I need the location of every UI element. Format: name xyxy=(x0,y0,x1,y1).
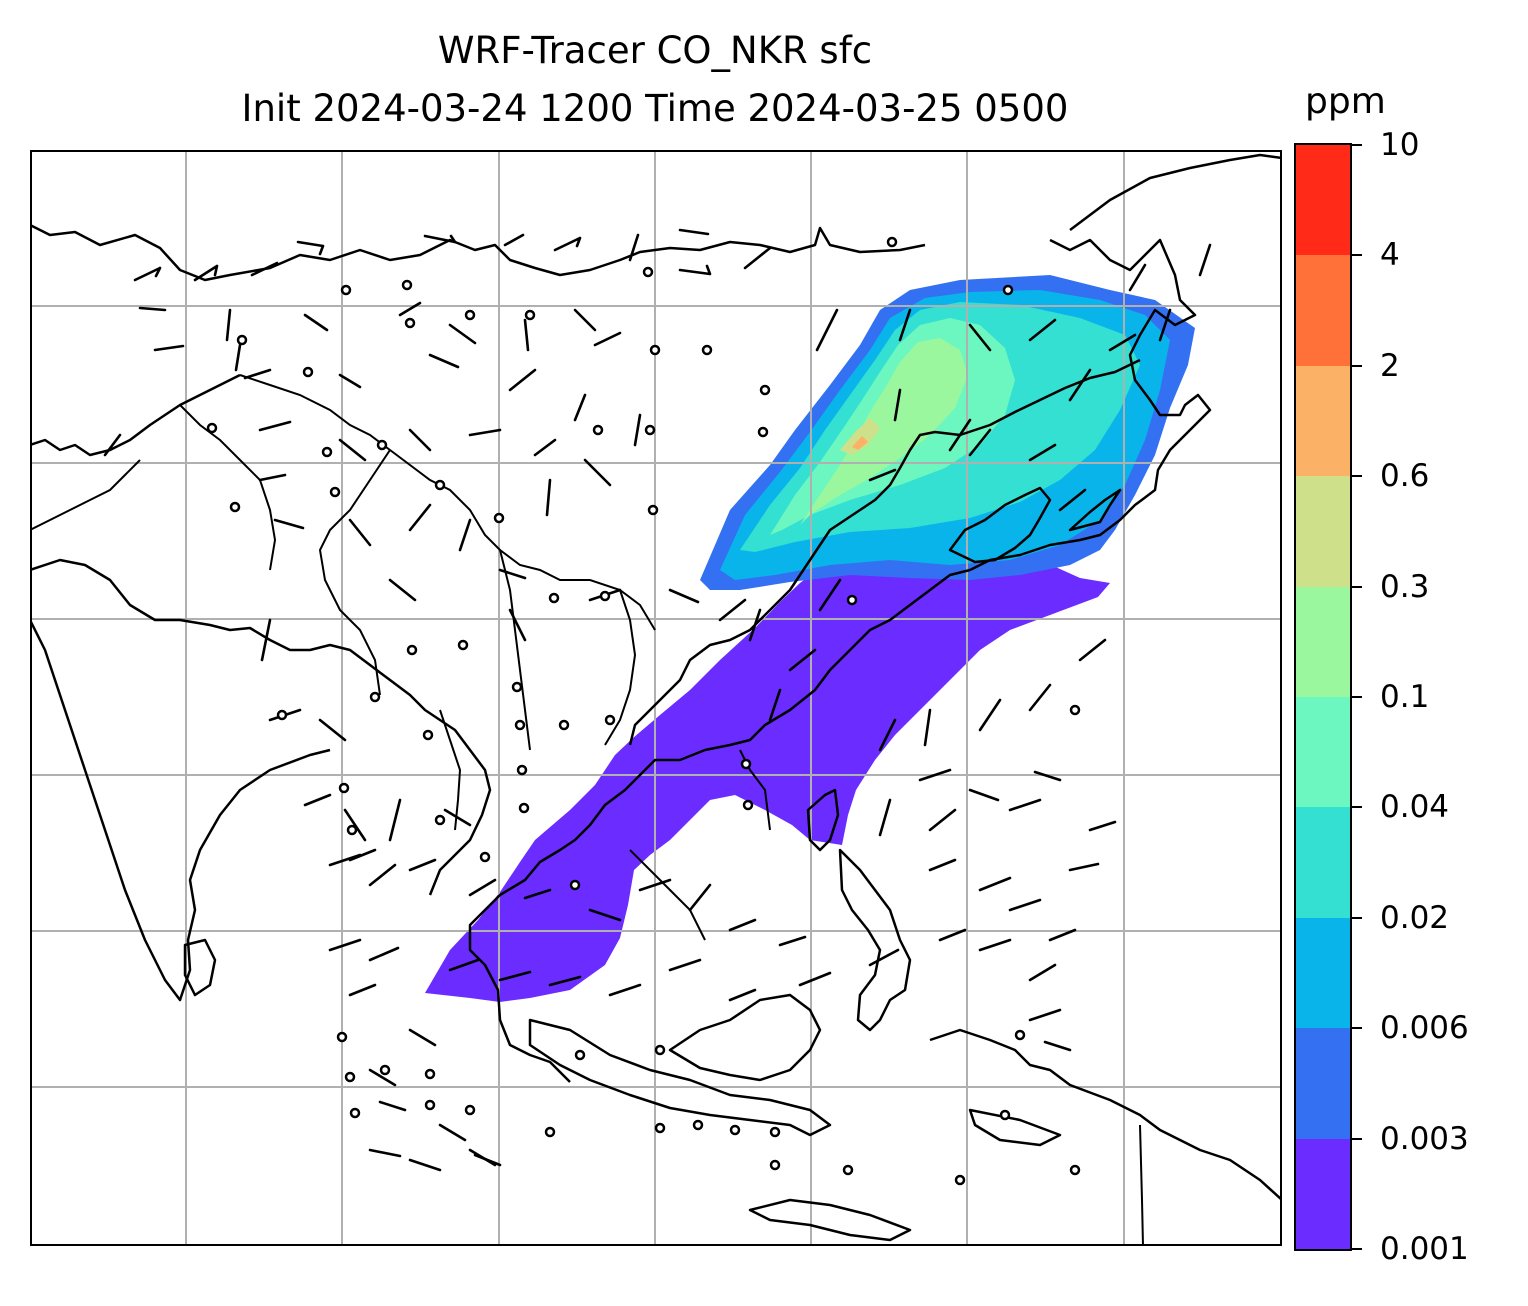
colorbar-band-8 xyxy=(1296,255,1350,366)
wind-barbs xyxy=(103,228,1212,1172)
colorbar-tick-label: 0.003 xyxy=(1380,1120,1469,1157)
colorbar-tick-label: 0.6 xyxy=(1380,458,1430,495)
colorbar-tick xyxy=(1352,254,1362,257)
map-panel xyxy=(28,150,1283,1250)
country-borders xyxy=(29,374,1144,1247)
calm-markers xyxy=(206,236,1081,1186)
colorbar-band-0 xyxy=(1296,1138,1350,1249)
colorbar-tick xyxy=(1352,585,1362,588)
colorbar-band-1 xyxy=(1296,1028,1350,1139)
colorbar-tick-label: 2 xyxy=(1380,347,1400,384)
colorbar-tick-label: 0.02 xyxy=(1380,899,1450,936)
map-title: WRF-Tracer CO_NKR sfc xyxy=(437,29,873,72)
colorbar-tick xyxy=(1352,475,1362,478)
gridlines xyxy=(30,150,1282,1246)
colorbar-tick-label: 0.04 xyxy=(1380,789,1450,826)
colorbar-tick xyxy=(1352,806,1362,809)
colorbar-band-9 xyxy=(1296,144,1350,256)
colorbar-tick-label: 10 xyxy=(1380,127,1420,163)
coastlines xyxy=(28,153,1283,1242)
colorbar xyxy=(1294,143,1352,1251)
colorbar-tick xyxy=(1352,1248,1362,1250)
colorbar-tick-label: 0.006 xyxy=(1380,1010,1469,1047)
colorbar-band-6 xyxy=(1296,476,1350,587)
colorbar-tick-label: 0.3 xyxy=(1380,568,1430,605)
colorbar-tick-label: 0.1 xyxy=(1380,679,1430,715)
colorbar-tick-label: 4 xyxy=(1380,237,1400,274)
colorbar-band-3 xyxy=(1296,807,1350,918)
colorbar-unit: ppm xyxy=(1305,81,1386,122)
colorbar-tick xyxy=(1352,916,1362,919)
colorbar-band-7 xyxy=(1296,365,1350,477)
colorbar-tick xyxy=(1352,1137,1362,1140)
map-subtitle: Init 2024-03-24 1200 Time 2024-03-25 050… xyxy=(241,87,1069,130)
colorbar-band-5 xyxy=(1296,586,1350,697)
colorbar-band-2 xyxy=(1296,917,1350,1029)
colorbar-band-4 xyxy=(1296,696,1350,808)
colorbar-tick xyxy=(1352,364,1362,367)
colorbar-tick-label: 0.001 xyxy=(1380,1231,1469,1267)
plume-band-03 xyxy=(800,338,968,525)
plume-band-2 xyxy=(852,436,868,450)
colorbar-tick xyxy=(1352,696,1362,698)
map-border xyxy=(30,150,1282,1246)
plume-band-06 xyxy=(840,418,880,455)
colorbar-tick xyxy=(1352,1027,1362,1030)
colorbar-tick xyxy=(1352,144,1362,146)
map-svg xyxy=(28,150,1283,1247)
